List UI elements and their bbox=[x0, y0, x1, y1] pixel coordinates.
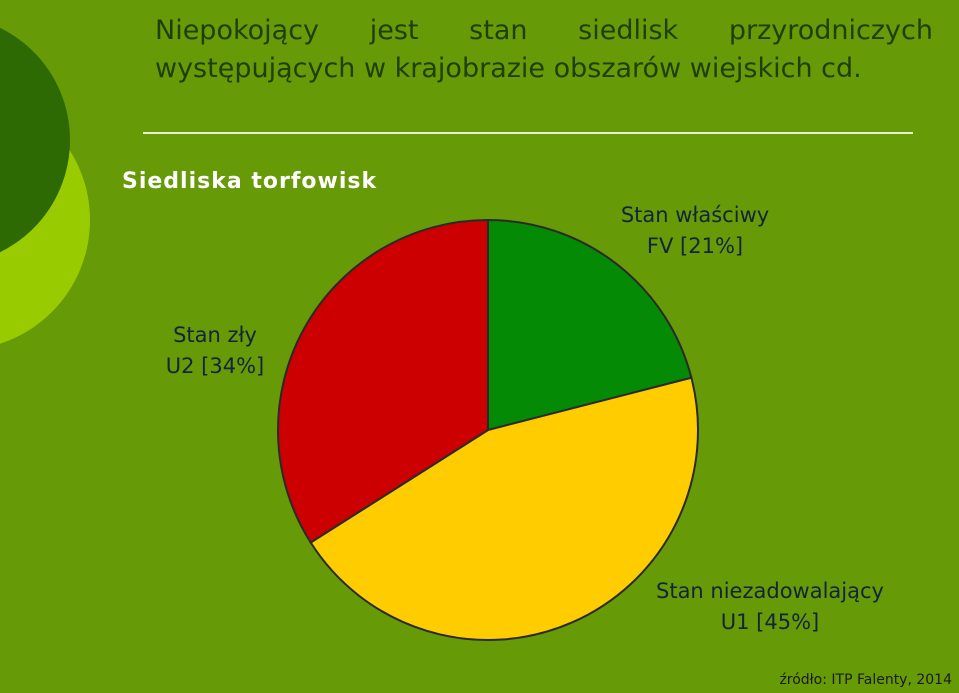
slice-label: Stan niezadowalający bbox=[656, 579, 884, 603]
pie-slice bbox=[277, 218, 489, 544]
chart-title: Siedliska torfowisk bbox=[122, 169, 377, 194]
slide-title: Niepokojący jest stan siedlisk przyrodni… bbox=[155, 15, 933, 84]
slice-label: Stan właściwy bbox=[621, 203, 769, 227]
slice-value-label: U2 [34%] bbox=[166, 354, 264, 378]
slice-value-label: FV [21%] bbox=[647, 234, 743, 258]
decor-circle bbox=[0, 27, 70, 253]
pie-slice bbox=[309, 376, 699, 641]
slice-value-label: U1 [45%] bbox=[721, 610, 819, 634]
slice-label: Stan zły bbox=[173, 323, 257, 347]
pie-slice bbox=[487, 218, 693, 432]
title-rule bbox=[143, 132, 913, 134]
source: źródło: ITP Falenty, 2014 bbox=[779, 672, 952, 688]
